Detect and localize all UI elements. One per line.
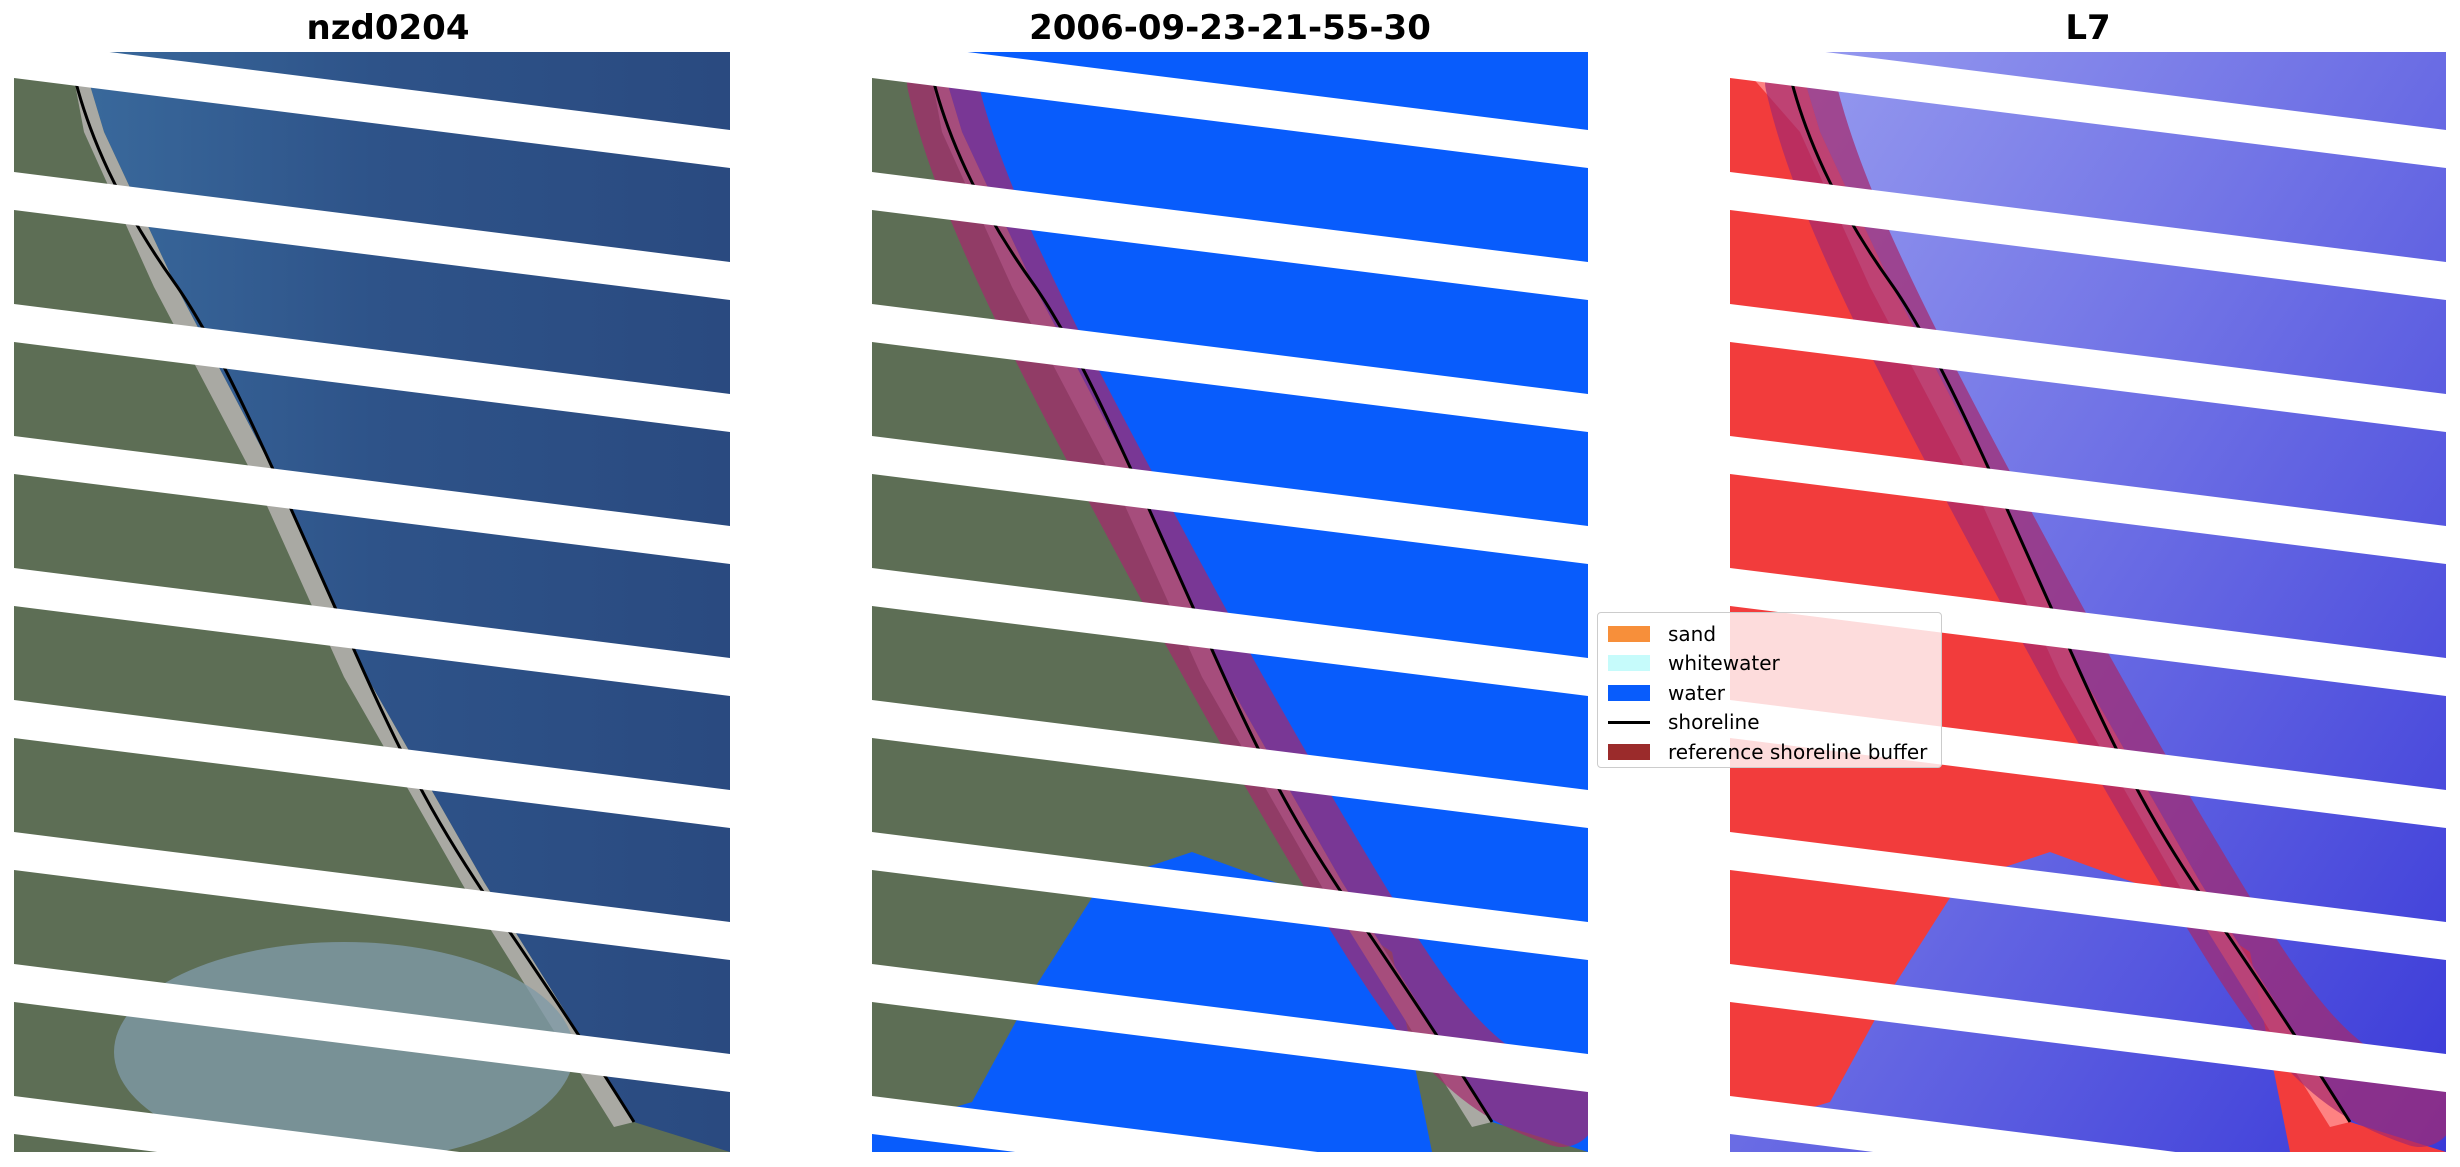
panel-title-rgb: nzd0204 xyxy=(306,8,470,48)
legend-label: sand xyxy=(1668,621,1717,646)
nodata-stripe xyxy=(14,1096,460,1152)
legend-item-buffer: reference shoreline buffer xyxy=(1608,737,1931,767)
legend-item-sand: sand xyxy=(1608,619,1931,649)
legend-label: reference shoreline buffer xyxy=(1668,739,1928,764)
nodata-stripe xyxy=(872,568,1588,696)
nodata-stripe xyxy=(1730,52,2446,168)
nodata-stripe xyxy=(872,436,1588,564)
water-swatch xyxy=(1608,684,1650,701)
nodata-stripe xyxy=(14,172,730,300)
nodata-stripe xyxy=(872,964,1588,1092)
nodata-stripe xyxy=(872,700,1588,828)
panel-title-classified: 2006-09-23-21-55-30 xyxy=(1029,8,1431,48)
legend: sand whitewater water shoreline referenc… xyxy=(1597,612,1942,768)
nodata-stripe xyxy=(1730,568,2446,696)
classified-image-panel xyxy=(872,52,1588,1152)
nodata-stripe xyxy=(14,964,730,1092)
legend-label: water xyxy=(1668,680,1725,705)
nodata-stripe xyxy=(1730,304,2446,432)
nodata-stripe xyxy=(872,52,1588,168)
nodata-stripe xyxy=(1730,172,2446,300)
shoreline-line xyxy=(1608,720,1650,724)
legend-label: shoreline xyxy=(1668,710,1760,735)
nodata-stripe xyxy=(14,304,730,432)
buffer-swatch xyxy=(1608,743,1650,760)
index-image-panel xyxy=(1730,52,2446,1152)
nodata-stripe xyxy=(14,832,730,960)
legend-item-whitewater: whitewater xyxy=(1608,649,1931,679)
rgb-image xyxy=(14,52,730,1152)
legend-label: whitewater xyxy=(1668,651,1780,676)
nodata-stripe xyxy=(14,700,730,828)
legend-item-water: water xyxy=(1608,678,1931,708)
nodata-stripe xyxy=(872,172,1588,300)
whitewater-swatch xyxy=(1608,655,1650,672)
sand-swatch xyxy=(1608,625,1650,642)
nodata-stripe xyxy=(872,304,1588,432)
nodata-stripe xyxy=(14,436,730,564)
nodata-stripe xyxy=(1730,832,2446,960)
classified-image xyxy=(872,52,1588,1152)
nodata-stripe xyxy=(14,568,730,696)
nodata-stripe xyxy=(872,832,1588,960)
nodata-stripe xyxy=(1730,964,2446,1092)
nodata-stripe xyxy=(14,52,730,168)
legend-item-shoreline: shoreline xyxy=(1608,708,1931,738)
panel-title-index: L7 xyxy=(2065,8,2111,48)
index-image xyxy=(1730,52,2446,1152)
nodata-stripe xyxy=(1730,436,2446,564)
rgb-image-panel xyxy=(14,52,730,1152)
